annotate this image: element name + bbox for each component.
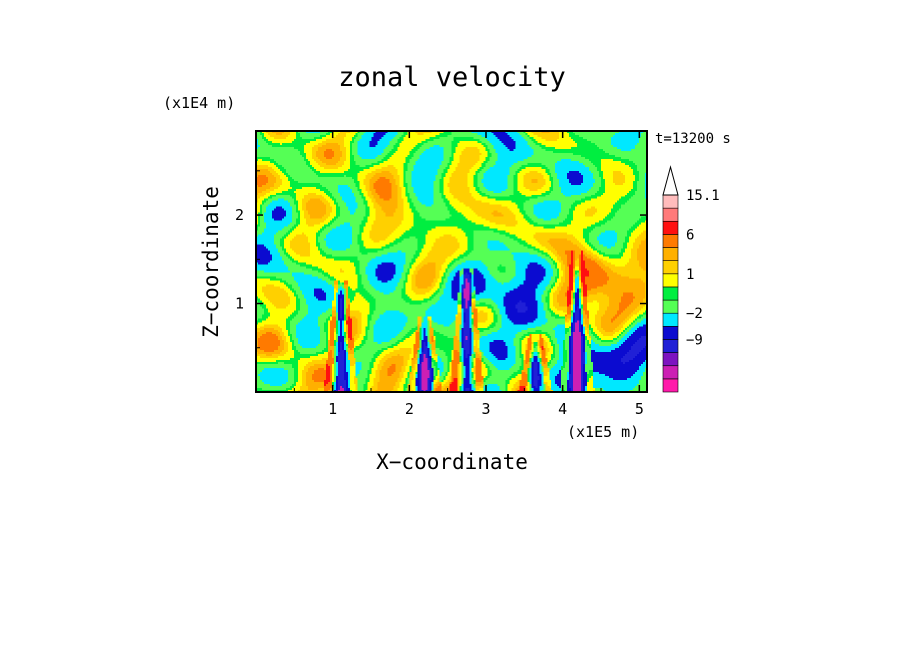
x-tick-label-1: 2 (405, 400, 414, 418)
colorbar-level-0 (662, 378, 679, 393)
x-tick-label-3: 4 (558, 400, 567, 418)
colorbar-level-5 (662, 312, 679, 327)
colorbar-level-7 (662, 286, 679, 301)
colorbar-label-3: −9 (686, 332, 703, 348)
x-unit-label: (x1E5 m) (567, 423, 639, 441)
colorbar-level-4 (662, 326, 679, 340)
colorbar-label-5: −2 (686, 306, 703, 322)
y-tick-label-0: 1 (235, 295, 244, 313)
colorbar-level-6 (662, 299, 679, 314)
chart-title: zonal velocity (338, 62, 566, 93)
contour-field-image (256, 131, 647, 392)
colorbar: −9 −2 1 6 15.1 (662, 165, 720, 393)
colorbar-level-2 (662, 352, 679, 367)
x-tick-label-0: 1 (328, 400, 337, 418)
y-tick-label-1: 2 (235, 206, 244, 224)
plot-frame (255, 130, 648, 393)
y-axis-ticks: 12 (235, 170, 647, 349)
colorbar-label-11: 6 (686, 227, 694, 243)
y-unit-label: (x1E4 m) (163, 94, 235, 112)
x-axis-label: X−coordinate (376, 450, 528, 474)
colorbar-level-8 (662, 273, 679, 288)
colorbar-level-14 (662, 194, 679, 209)
colorbar-level-12 (662, 220, 679, 235)
colorbar-level-10 (662, 247, 679, 261)
colorbar-overflow-arrow (662, 165, 679, 196)
x-axis-ticks: 1 2 3 4 5 (293, 131, 644, 418)
contour-field (256, 131, 647, 392)
y-axis-label: Z−coordinate (199, 186, 223, 338)
colorbar-level-3 (662, 339, 679, 353)
colorbar-level-1 (662, 365, 679, 380)
x-tick-label-2: 3 (481, 400, 490, 418)
colorbar-level-11 (662, 234, 679, 248)
x-tick-label-4: 5 (635, 400, 644, 418)
colorbar-label-8: 1 (686, 267, 694, 283)
colorbar-label-14: 15.1 (686, 188, 720, 204)
colorbar-level-13 (662, 207, 679, 222)
colorbar-level-9 (662, 260, 679, 275)
time-label: t=13200 s (655, 131, 731, 147)
